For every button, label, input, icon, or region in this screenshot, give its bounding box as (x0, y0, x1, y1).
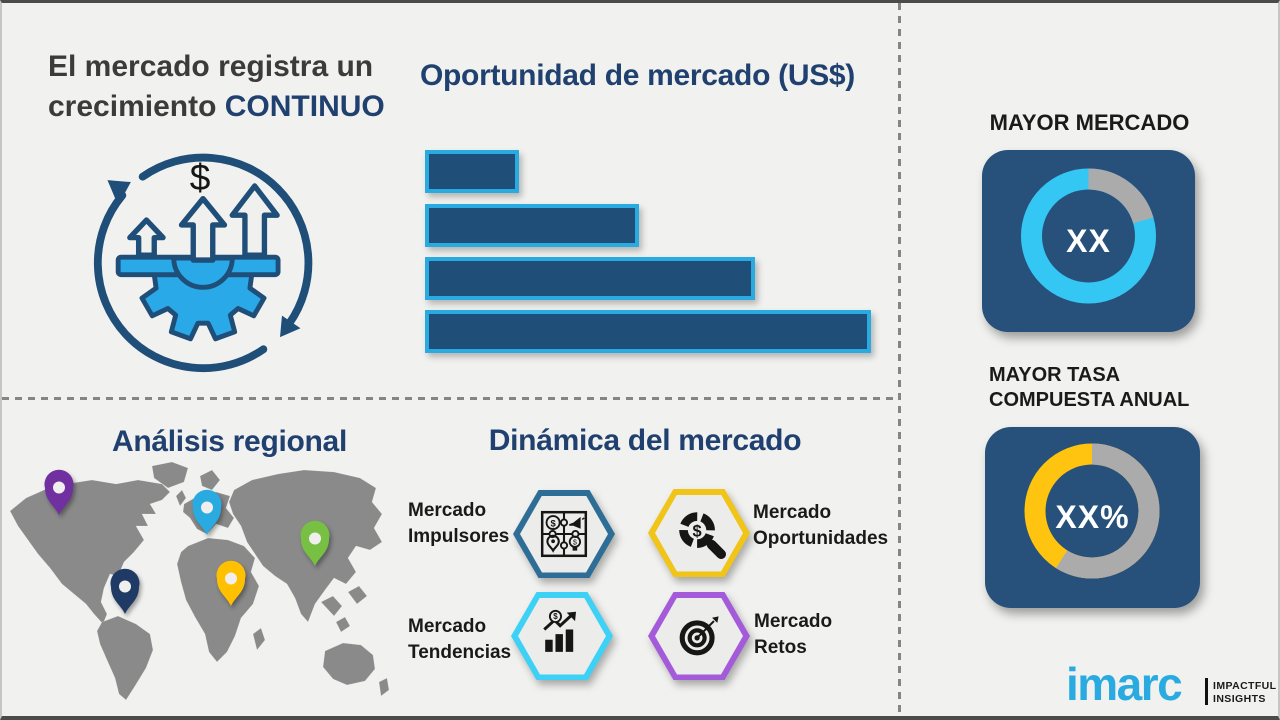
lightbulb-icon (568, 535, 582, 548)
cagr-value: XX% (1055, 499, 1130, 535)
pin-north-america (44, 469, 74, 515)
largest-market-label: MAYOR MERCADO (989, 110, 1190, 135)
continents (9, 461, 390, 701)
regional-title: Análisis regional (112, 425, 347, 458)
vertical-dashed-divider (898, 3, 901, 716)
growth-heading: El mercado registra un crecimiento CONTI… (48, 47, 408, 127)
megaphone-icon (569, 516, 581, 529)
dollar-sign: $ (190, 156, 211, 198)
logo-divider (1205, 678, 1208, 705)
pin-europe (192, 489, 222, 535)
up-arrow-middle (178, 195, 228, 263)
svg-text:$: $ (573, 538, 577, 547)
opportunity-bar-1 (425, 150, 519, 193)
svg-text:$: $ (693, 522, 702, 540)
up-arrow-small (127, 217, 166, 258)
cagr-card: XX% (985, 427, 1200, 608)
dynamics-label-tendencias: Mercado Tendencias (408, 616, 512, 663)
svg-text:$: $ (553, 612, 558, 621)
opportunity-bar-2 (425, 204, 639, 247)
hexagon-impulsores: $ $ (513, 490, 615, 578)
growth-chart-icon: $ (543, 609, 576, 652)
logo-tagline: IMPACTFUL INSIGHTS (1213, 680, 1277, 705)
growth-heading-line1: El mercado registra un (48, 50, 374, 83)
opportunity-bar-4 (425, 310, 871, 353)
opportunity-chart-title: Oportunidad de mercado (US$) (420, 59, 855, 92)
cagr-donut-chart (1024, 443, 1160, 579)
cycle-arrowhead-top (107, 180, 131, 206)
dynamics-title: Dinámica del mercado (488, 424, 802, 457)
largest-market-value: XX (1066, 222, 1111, 259)
puzzle-icon: $ $ (540, 510, 588, 558)
dollar-coin-icon (545, 515, 561, 531)
target-dart-icon (679, 616, 719, 656)
pin-south-america (110, 568, 140, 614)
growth-cycle-gear-arrows-icon: $ (93, 153, 313, 373)
imarc-logo: imarc (1066, 658, 1183, 710)
hexagon-oportunidades: $ (648, 489, 750, 577)
dynamics-label-oportunidades: Mercado Oportunidades (753, 502, 889, 549)
dynamics-label-impulsores: Mercado Impulsores (408, 500, 510, 547)
svg-text:$: $ (550, 518, 556, 528)
pin-middle-east-africa (216, 560, 246, 606)
location-pin-icon (546, 534, 560, 553)
largest-market-card: XX (982, 150, 1195, 332)
cagr-label: MAYOR TASA COMPUESTA ANUAL (989, 364, 1190, 411)
cycle-arrowhead-bottom (280, 315, 301, 338)
magnifier-dollar-icon: $ (679, 512, 727, 560)
dynamics-label-retos: Mercado Retos (754, 611, 833, 658)
hexagon-retos (648, 592, 750, 680)
gear-icon (139, 272, 267, 342)
up-arrow-large (229, 183, 280, 258)
growth-heading-highlight: CONTINUO (224, 90, 385, 123)
pin-east-asia (300, 520, 330, 566)
horizontal-dashed-divider (2, 397, 899, 400)
gear-notch (171, 255, 235, 290)
largest-market-donut-chart (1021, 168, 1156, 304)
world-map (9, 461, 390, 701)
dollar-coin-icon (548, 609, 562, 623)
growth-heading-line2: crecimiento (48, 90, 217, 123)
hexagon-tendencias: $ (511, 592, 613, 680)
opportunity-bar-3 (425, 257, 755, 300)
